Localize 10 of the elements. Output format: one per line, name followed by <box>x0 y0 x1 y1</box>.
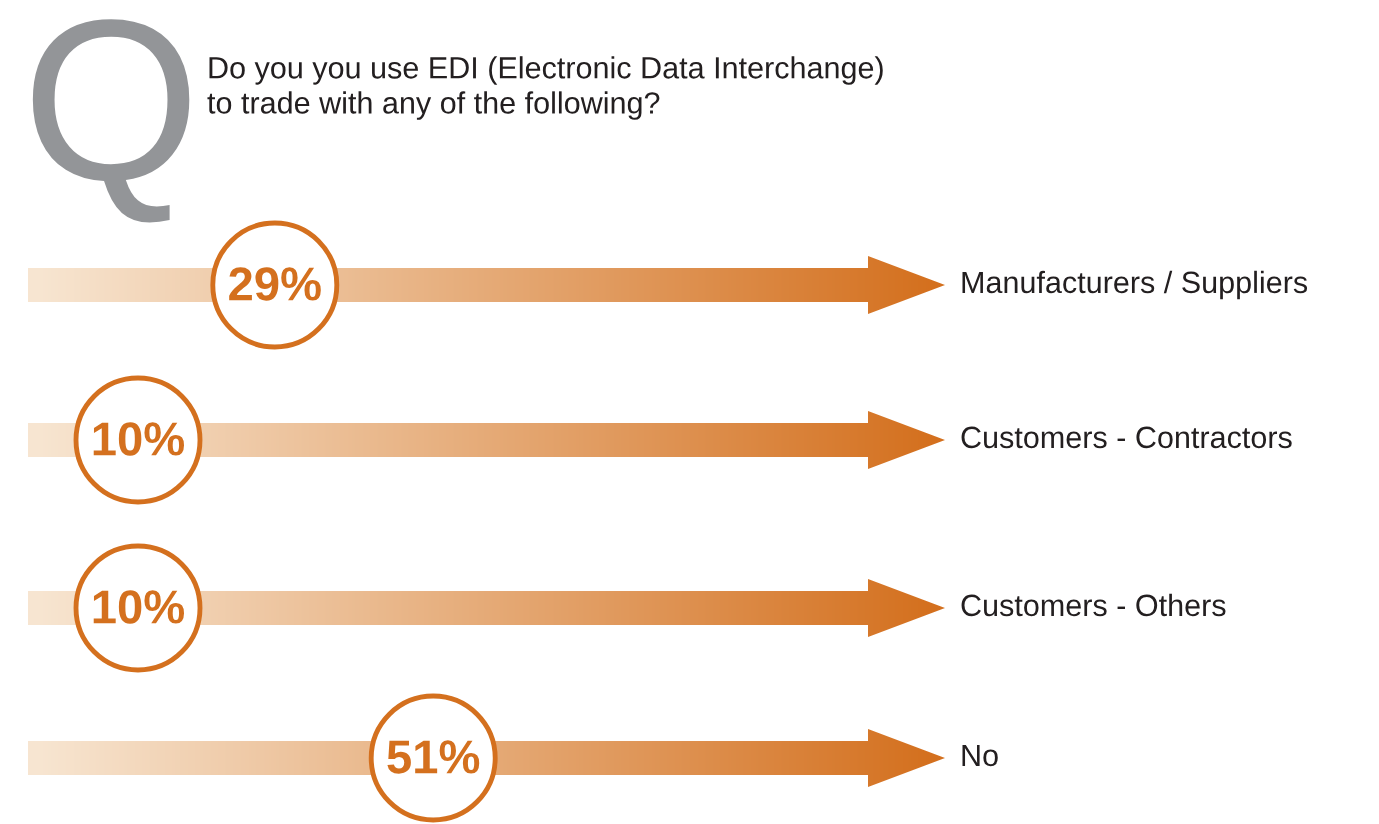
data-label: 10% <box>93 422 185 456</box>
category-label: Manufacturers / Suppliers <box>962 270 1308 300</box>
text: Do you you use EDI (Electronic Data Interchange) to trade with any of the following? <box>207 56 883 120</box>
data-label: 51% <box>387 740 480 774</box>
category-label: No <box>962 744 998 767</box>
category-label: Customers - Contractors <box>961 426 1292 449</box>
text: Q <box>32 19 190 223</box>
data-label: 10% <box>93 590 185 624</box>
category-label: Customers - Others <box>961 593 1226 617</box>
data-label: 29% <box>229 267 321 301</box>
